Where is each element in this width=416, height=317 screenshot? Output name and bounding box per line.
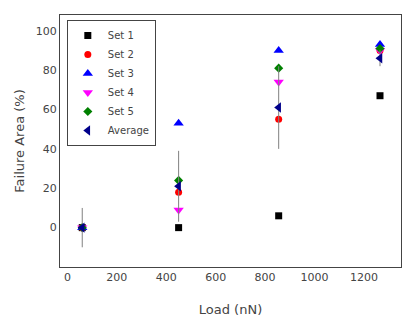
- svg-text:40: 40: [43, 143, 57, 156]
- svg-text:Set 2: Set 2: [108, 49, 134, 60]
- svg-text:0: 0: [64, 271, 71, 284]
- svg-text:200: 200: [106, 271, 127, 284]
- svg-text:60: 60: [43, 103, 57, 116]
- svg-text:Average: Average: [108, 125, 149, 136]
- svg-text:80: 80: [43, 64, 57, 77]
- svg-text:20: 20: [43, 182, 57, 195]
- svg-text:Set 1: Set 1: [108, 30, 134, 41]
- svg-text:600: 600: [205, 271, 226, 284]
- svg-text:1200: 1200: [350, 271, 378, 284]
- svg-text:400: 400: [156, 271, 177, 284]
- svg-text:Set 3: Set 3: [108, 68, 134, 79]
- svg-text:Failure Area (%): Failure Area (%): [12, 89, 27, 192]
- svg-text:800: 800: [255, 271, 276, 284]
- svg-text:1000: 1000: [301, 271, 329, 284]
- svg-text:100: 100: [36, 25, 57, 38]
- svg-text:Load (nN): Load (nN): [199, 302, 262, 317]
- svg-text:Set 4: Set 4: [108, 87, 134, 98]
- svg-text:Set 5: Set 5: [108, 106, 134, 117]
- svg-text:0: 0: [50, 221, 57, 234]
